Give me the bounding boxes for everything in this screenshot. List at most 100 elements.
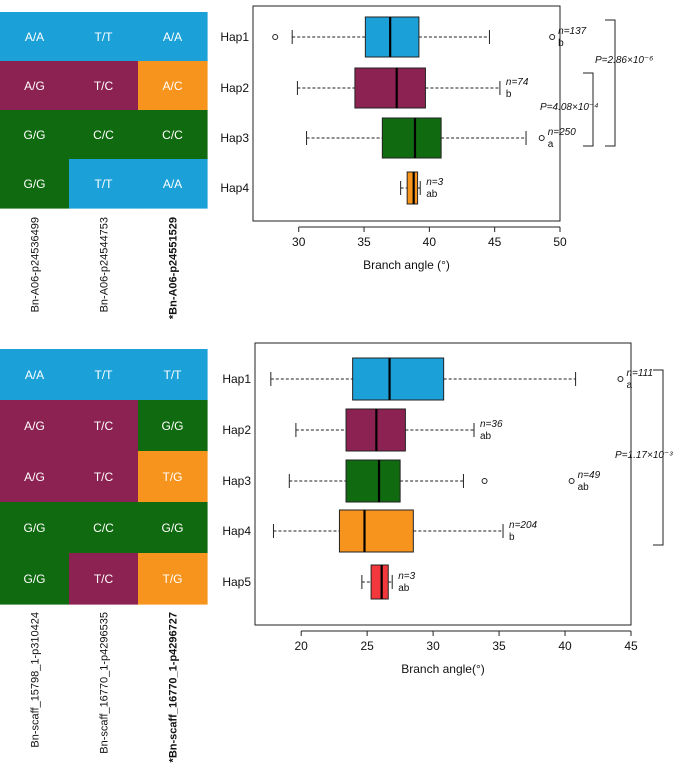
group-label: a <box>548 139 554 150</box>
genotype-cell <box>69 12 139 62</box>
pvalue-bracket: P=4.08×10⁻⁴ <box>540 72 599 147</box>
genotype-label: A/A <box>25 368 44 382</box>
x-axis-label: Branch angle(°) <box>401 662 485 676</box>
iqr-box <box>354 67 426 109</box>
genotype-cell <box>69 159 139 209</box>
iqr-box <box>381 117 442 159</box>
x-tick-label: 25 <box>360 639 374 653</box>
iqr-box <box>345 459 401 503</box>
genotype-label: T/T <box>95 30 114 44</box>
x-tick-label: 35 <box>492 639 506 653</box>
x-axis-label: Branch angle (°) <box>363 258 450 272</box>
snp-label: Bn-A06-p24544753 <box>99 217 111 312</box>
outlier-point <box>617 376 624 382</box>
group-label: ab <box>480 431 492 442</box>
y-tick-label: Hap1 <box>220 30 249 44</box>
x-tick-label: 40 <box>558 639 572 653</box>
genotype-cell <box>0 553 70 605</box>
iqr-box <box>352 357 445 401</box>
genotype-cell <box>0 502 70 554</box>
panel-a: AA/AT/TA/AA/GT/CA/CG/GC/CC/CG/GT/TA/ABn-… <box>0 5 653 319</box>
snp-label: *Bn-scaff_16770_1-p4296727 <box>168 612 180 762</box>
y-tick-label: Hap3 <box>220 131 249 145</box>
genotype-cell <box>138 502 208 554</box>
genotype-label: T/C <box>94 79 114 93</box>
snp-label: Bn-A06-p24536499 <box>30 217 42 312</box>
genotype-cell <box>138 553 208 605</box>
genotype-label: G/G <box>161 521 183 535</box>
y-tick-label: Hap3 <box>222 474 251 488</box>
genotype-cell <box>0 110 70 160</box>
genotype-label: A/A <box>163 30 182 44</box>
genotype-cell <box>138 451 208 503</box>
bracket-line <box>653 369 664 546</box>
genotype-cell <box>69 502 139 554</box>
plot-frame <box>254 342 632 626</box>
panel-b: BA/AT/TT/TA/GT/CG/GA/GT/CT/GG/GC/CG/GG/G… <box>0 342 673 762</box>
n-label: n=204 <box>509 520 538 531</box>
n-label: n=36 <box>480 419 503 430</box>
group-label: b <box>558 38 564 49</box>
snp-label: Bn-scaff_15798_1-p310424 <box>30 612 42 748</box>
genotype-cell <box>69 400 139 452</box>
genotype-label: T/C <box>94 419 114 433</box>
genotype-cell <box>0 400 70 452</box>
genotype-cell <box>0 349 70 401</box>
genotype-label: A/G <box>24 79 45 93</box>
x-tick-label: 35 <box>357 235 371 249</box>
n-label: n=3 <box>398 571 415 582</box>
genotype-label: G/G <box>23 572 45 586</box>
genotype-cell <box>0 12 70 62</box>
genotype-label: A/G <box>24 419 45 433</box>
genotype-cell <box>138 400 208 452</box>
genotype-label: C/C <box>93 128 114 142</box>
y-tick-label: Hap1 <box>222 372 251 386</box>
genotype-label: A/G <box>24 470 45 484</box>
genotype-label: G/G <box>23 128 45 142</box>
genotype-cell <box>0 159 70 209</box>
genotype-label: G/G <box>161 419 183 433</box>
genotype-cell <box>138 349 208 401</box>
n-label: n=250 <box>548 127 577 138</box>
pvalue-label: P=4.08×10⁻⁴ <box>540 102 599 113</box>
outlier-point <box>538 135 545 141</box>
snp-label: Bn-scaff_16770_1-p4296535 <box>99 612 111 754</box>
pvalue-label: P=1.17×10⁻³ <box>615 450 673 461</box>
iqr-box <box>406 171 419 205</box>
box-hap2: Hap2 n=74b <box>220 67 529 109</box>
bracket-line <box>583 72 594 147</box>
x-tick-label: 40 <box>423 235 437 249</box>
genotype-label: T/G <box>163 572 183 586</box>
genotype-label: A/A <box>25 30 44 44</box>
outlier-point <box>568 478 575 484</box>
x-tick-label: 30 <box>292 235 306 249</box>
x-tick-label: 20 <box>294 639 308 653</box>
genotype-label: G/G <box>23 521 45 535</box>
genotype-cell <box>69 451 139 503</box>
genotype-cell <box>69 553 139 605</box>
genotype-cell <box>69 61 139 111</box>
genotype-label: A/A <box>163 177 182 191</box>
genotype-cell <box>69 110 139 160</box>
outlier-point <box>549 34 556 40</box>
genotype-label: T/T <box>95 177 114 191</box>
snp-label: *Bn-A06-p24551529 <box>168 217 180 319</box>
genotype-cell <box>0 61 70 111</box>
genotype-cell <box>138 61 208 111</box>
genotype-cell <box>138 159 208 209</box>
group-label: ab <box>398 583 410 594</box>
group-label: ab <box>578 482 590 493</box>
outlier-point <box>272 34 279 40</box>
n-label: n=49 <box>578 470 601 481</box>
pvalue-bracket: P=2.86×10⁻⁶ <box>595 19 653 147</box>
n-label: n=137 <box>558 26 587 37</box>
x-tick-label: 45 <box>488 235 502 249</box>
group-label: b <box>506 89 512 100</box>
genotype-cell <box>138 12 208 62</box>
x-tick-label: 45 <box>624 639 638 653</box>
